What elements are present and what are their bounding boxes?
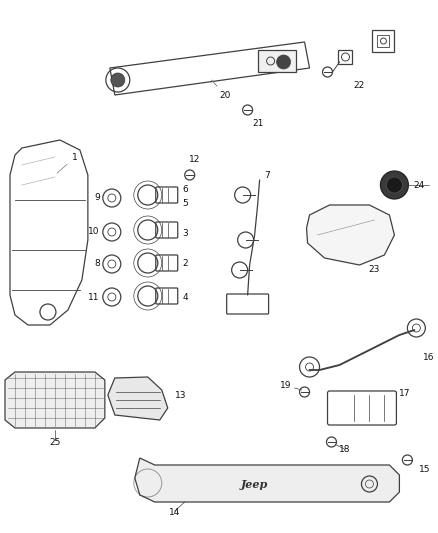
Text: 19: 19	[280, 381, 292, 390]
Text: 13: 13	[175, 391, 186, 400]
Text: 11: 11	[88, 293, 100, 302]
Circle shape	[381, 171, 408, 199]
Text: 3: 3	[183, 229, 188, 238]
Polygon shape	[108, 377, 168, 420]
Text: 17: 17	[399, 389, 411, 398]
Circle shape	[386, 177, 403, 193]
Polygon shape	[135, 458, 399, 502]
Text: 23: 23	[369, 265, 380, 274]
Text: 5: 5	[183, 198, 188, 207]
Text: 8: 8	[94, 260, 100, 269]
Text: 18: 18	[339, 445, 350, 454]
Text: 10: 10	[88, 227, 100, 236]
FancyBboxPatch shape	[258, 50, 296, 72]
Text: 14: 14	[169, 508, 180, 517]
Text: 21: 21	[252, 118, 263, 127]
Text: 15: 15	[419, 465, 431, 474]
Text: 6: 6	[183, 184, 188, 193]
Text: 22: 22	[354, 80, 365, 90]
Text: Jeep: Jeep	[241, 479, 268, 489]
Text: 1: 1	[57, 153, 78, 173]
Text: 2: 2	[183, 260, 188, 269]
Text: 9: 9	[94, 192, 100, 201]
Text: 12: 12	[189, 155, 201, 164]
Polygon shape	[307, 205, 394, 265]
Text: 16: 16	[424, 353, 435, 362]
Text: 24: 24	[413, 181, 424, 190]
Polygon shape	[5, 372, 105, 428]
Text: 7: 7	[265, 171, 270, 180]
Text: 4: 4	[183, 293, 188, 302]
Text: 20: 20	[212, 80, 231, 100]
Text: 25: 25	[49, 438, 60, 447]
Circle shape	[111, 73, 125, 87]
Circle shape	[276, 55, 290, 69]
